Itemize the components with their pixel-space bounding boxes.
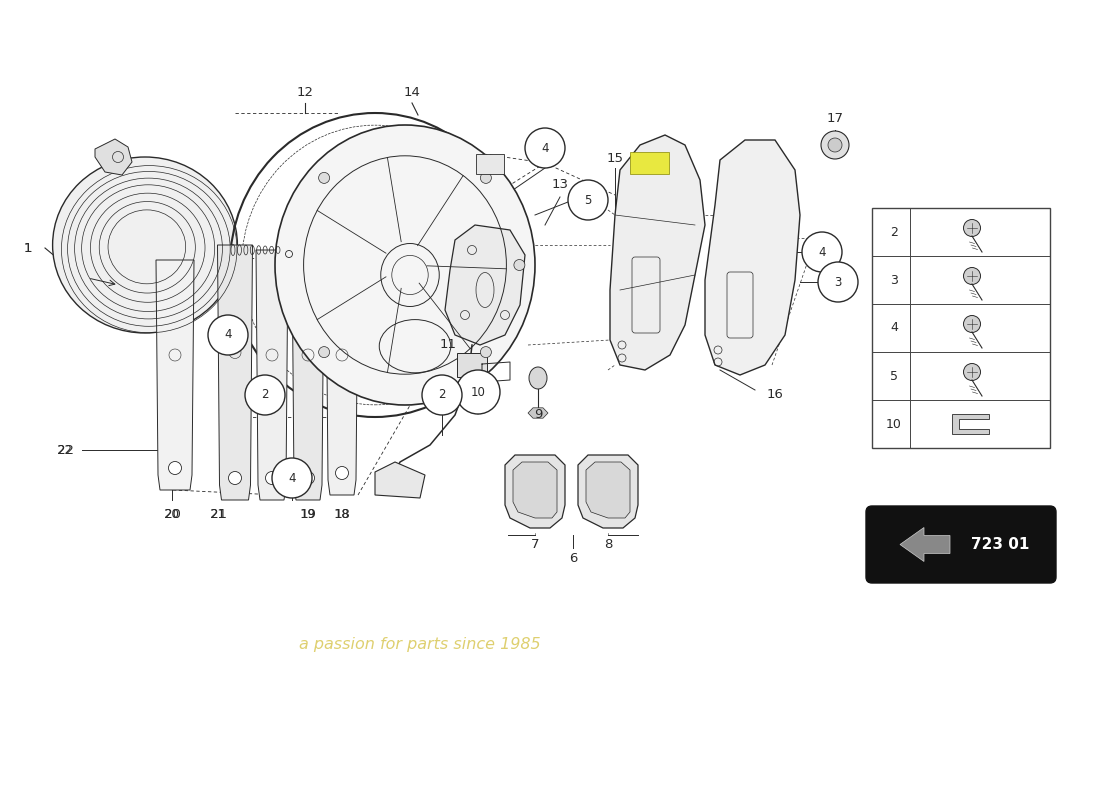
- Circle shape: [272, 458, 312, 498]
- Ellipse shape: [53, 157, 238, 333]
- Text: 1: 1: [24, 242, 32, 254]
- Circle shape: [245, 375, 285, 415]
- Text: 2: 2: [890, 226, 898, 238]
- Text: 6: 6: [569, 551, 578, 565]
- Text: 3: 3: [890, 274, 898, 286]
- Circle shape: [818, 262, 858, 302]
- Text: 9: 9: [534, 409, 542, 422]
- Circle shape: [964, 219, 980, 237]
- Polygon shape: [218, 245, 253, 500]
- Text: 7: 7: [530, 538, 539, 551]
- Bar: [872, 208, 1050, 448]
- Circle shape: [422, 375, 462, 415]
- Text: 1: 1: [24, 242, 32, 254]
- Text: 18: 18: [333, 509, 351, 522]
- Text: 5: 5: [584, 194, 592, 206]
- Polygon shape: [292, 250, 324, 500]
- Circle shape: [525, 128, 565, 168]
- Text: 18: 18: [334, 509, 350, 522]
- Text: 15: 15: [606, 151, 624, 165]
- Circle shape: [168, 462, 182, 474]
- Circle shape: [481, 346, 492, 358]
- Polygon shape: [505, 455, 565, 528]
- Circle shape: [802, 232, 842, 272]
- Text: 21: 21: [210, 509, 225, 522]
- Text: 10: 10: [887, 418, 902, 430]
- Text: 4: 4: [541, 142, 549, 154]
- Text: 3: 3: [834, 275, 842, 289]
- Text: 4: 4: [890, 322, 898, 334]
- Text: 20: 20: [165, 509, 179, 522]
- Text: 4: 4: [224, 329, 232, 342]
- Circle shape: [301, 471, 315, 485]
- Polygon shape: [256, 250, 288, 500]
- Text: 19: 19: [300, 509, 316, 522]
- Polygon shape: [610, 135, 705, 370]
- Text: 723 01: 723 01: [971, 537, 1030, 552]
- Polygon shape: [156, 260, 194, 490]
- Text: 4: 4: [288, 471, 296, 485]
- Circle shape: [481, 172, 492, 183]
- Text: 19: 19: [299, 509, 317, 522]
- Text: 17: 17: [826, 111, 844, 125]
- Polygon shape: [95, 139, 132, 175]
- Circle shape: [964, 363, 980, 381]
- Ellipse shape: [529, 367, 547, 389]
- Circle shape: [964, 315, 980, 333]
- Polygon shape: [446, 225, 525, 345]
- Polygon shape: [528, 408, 548, 418]
- Circle shape: [336, 466, 349, 479]
- Ellipse shape: [275, 125, 535, 405]
- Circle shape: [828, 138, 842, 152]
- Text: 8: 8: [604, 538, 613, 551]
- Circle shape: [265, 471, 278, 485]
- Polygon shape: [705, 140, 800, 375]
- Text: 13: 13: [551, 178, 569, 191]
- Polygon shape: [513, 462, 557, 518]
- Polygon shape: [900, 527, 950, 562]
- Polygon shape: [586, 462, 630, 518]
- Text: 20: 20: [164, 509, 180, 522]
- Polygon shape: [326, 255, 358, 495]
- Text: 11: 11: [440, 338, 456, 351]
- Circle shape: [568, 180, 608, 220]
- Polygon shape: [578, 455, 638, 528]
- FancyBboxPatch shape: [456, 353, 487, 377]
- Circle shape: [229, 471, 242, 485]
- Text: 22: 22: [56, 443, 74, 457]
- Circle shape: [821, 131, 849, 159]
- Polygon shape: [952, 414, 989, 434]
- FancyBboxPatch shape: [866, 506, 1056, 583]
- Circle shape: [514, 259, 525, 270]
- Polygon shape: [375, 462, 425, 498]
- Text: 5: 5: [890, 370, 898, 382]
- Circle shape: [208, 315, 248, 355]
- Text: a passion for parts since 1985: a passion for parts since 1985: [299, 638, 541, 653]
- Circle shape: [456, 370, 501, 414]
- FancyBboxPatch shape: [475, 154, 504, 174]
- Text: 12: 12: [297, 86, 313, 98]
- Text: 21: 21: [209, 509, 227, 522]
- Text: 14: 14: [404, 86, 420, 98]
- Text: 16: 16: [767, 389, 783, 402]
- Text: 2: 2: [438, 389, 446, 402]
- Text: 4: 4: [818, 246, 826, 258]
- Circle shape: [319, 346, 330, 358]
- Circle shape: [319, 172, 330, 183]
- Circle shape: [964, 267, 980, 285]
- Text: 10: 10: [471, 386, 485, 398]
- Text: 2: 2: [262, 389, 268, 402]
- FancyBboxPatch shape: [630, 152, 669, 174]
- Text: 22: 22: [57, 443, 73, 457]
